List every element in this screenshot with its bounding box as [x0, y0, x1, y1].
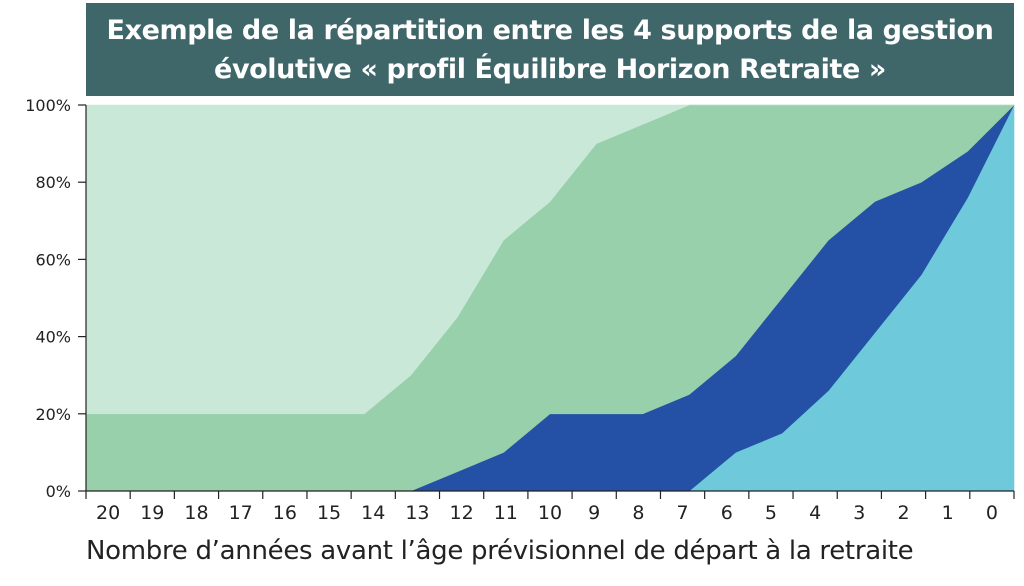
x-tick-label: 9 — [588, 502, 600, 524]
y-tick-label: 0% — [46, 482, 71, 501]
y-tick-label: 80% — [35, 173, 71, 192]
y-tick-label: 20% — [35, 405, 71, 424]
y-tick-label: 60% — [35, 250, 71, 269]
x-tick-label: 13 — [405, 502, 429, 524]
area-series-3 — [85, 104, 1014, 415]
chart-title-line-1: Exemple de la répartition entre les 4 su… — [106, 14, 994, 46]
x-tick-label: 1 — [942, 502, 954, 524]
chart-title-box: Exemple de la répartition entre les 4 su… — [86, 3, 1014, 96]
x-tick-label: 0 — [986, 502, 998, 524]
x-tick-label: 2 — [897, 502, 909, 524]
x-tick-label: 6 — [721, 502, 733, 524]
chart-title-line-2: évolutive « profil Équilibre Horizon Ret… — [214, 53, 886, 85]
x-tick-label: 15 — [317, 502, 341, 524]
x-tick-label: 17 — [229, 502, 253, 524]
x-tick-label: 5 — [765, 502, 777, 524]
x-tick-label: 10 — [538, 502, 562, 524]
x-tick-label: 4 — [809, 502, 821, 524]
x-tick-label: 8 — [632, 502, 644, 524]
stacked-area-chart: 0%20%40%60%80%100%20 19 18 17 16 15 14 13 12 11 10… — [25, 96, 1015, 524]
y-tick-label: 40% — [35, 328, 71, 347]
x-tick-label: 19 — [140, 502, 164, 524]
y-tick-label: 100% — [25, 96, 71, 115]
x-tick-label: 16 — [273, 502, 297, 524]
x-axis-label: Nombre d’années avant l’âge prévisionnel… — [86, 536, 914, 566]
area-series-group — [85, 104, 1015, 492]
x-tick-label: 14 — [361, 502, 385, 524]
x-tick-label: 12 — [450, 502, 474, 524]
x-tick-label: 7 — [677, 502, 689, 524]
axes-group: 0%20%40%60%80%100%20 19 18 17 16 15 14 13 12 11 10… — [25, 96, 1015, 524]
x-tick-label: 18 — [184, 502, 208, 524]
x-tick-label: 20 — [96, 502, 120, 524]
x-tick-label: 11 — [494, 502, 518, 524]
x-tick-label: 3 — [853, 502, 865, 524]
